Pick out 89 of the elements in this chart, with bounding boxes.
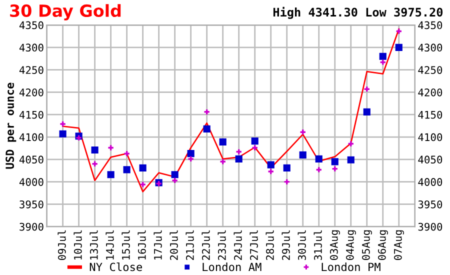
point [59,130,66,138]
legend-label: London PM [322,262,380,272]
x-tick-label: 30Jul [298,230,306,260]
y-tick-label: 3950 [20,200,44,208]
point [364,86,370,92]
x-tick-label: 17Jul [154,230,162,260]
point [76,135,82,141]
point [331,158,338,166]
point [124,150,130,156]
point [60,121,66,127]
y-tick-label: 3900 [20,222,44,231]
y2-tick-label: 4150 [418,110,442,119]
x-tick-label: 15Jul [122,230,130,260]
point [332,166,338,172]
x-tick-label: 07Aug [394,230,404,260]
y-tick-label: 4350 [19,21,44,30]
y2-tick-label: 3900 [418,222,442,231]
point [252,145,258,150]
point [187,150,194,158]
point [139,164,146,172]
point [363,108,370,116]
y2-tick-label: 4200 [418,88,442,96]
point [300,129,306,135]
point [299,151,306,158]
y2-tick-label: 4000 [418,178,442,186]
x-tick-label: 10Jul [74,230,82,260]
y2-tick-label: 4350 [418,21,442,30]
x-tick-label: 24Jul [234,230,242,260]
y-tick-label: 4200 [19,88,44,96]
x-tick-label: 22Jul [202,230,210,260]
x-tick-label: 09Jul [58,230,66,260]
x-tick-label: 23Jul [218,230,226,260]
y-tick-label: 4100 [19,133,44,142]
y-tick-label: 4300 [19,44,44,52]
x-tick-label: 13Jul [90,230,98,260]
point [283,164,290,172]
point [348,141,354,146]
x-tick-label: 04Aug [346,230,356,260]
y2-tick-label: 4250 [418,66,442,74]
chart-title: 30 Day Gold [10,4,121,20]
x-tick-label: 31Jul [314,230,322,260]
point [284,179,290,184]
x-tick-label: 03Aug [330,230,340,260]
x-tick-label: 27Jul [250,230,258,260]
point [172,178,178,184]
point [220,159,226,164]
point [268,168,274,174]
point [188,156,194,162]
x-tick-label: 20Jul [170,230,178,260]
point [395,44,402,51]
y2-tick-label: 4300 [418,44,442,52]
x-tick-label: 21Jul [186,230,194,260]
x-tick-label: 29Jul [282,230,290,260]
y-tick-label: 4050 [19,156,44,164]
point [171,171,178,178]
point [123,166,130,174]
point [235,155,242,162]
point [316,167,322,172]
text: High 4341.30 Low 3975.20 [273,6,443,19]
point [347,156,354,164]
point [108,145,114,150]
point [92,161,98,166]
y2-tick-label: 4050 [418,156,442,164]
point [396,28,402,34]
y-axis-title: USD per ounce [6,82,16,169]
point [107,171,114,178]
point [379,52,386,60]
y2-tick-label: 3950 [418,200,442,208]
point [140,182,146,188]
y-tick-label: 4150 [19,110,44,119]
x-tick-label: 14Jul [106,230,114,260]
point [203,125,210,132]
point [267,161,274,168]
point [204,109,210,115]
legend-label: NY Close [90,262,142,272]
point [315,155,322,162]
x-tick-label: 06Aug [378,230,388,260]
y2-tick-label: 4100 [418,133,442,142]
y-tick-label: 4250 [19,66,44,74]
point [219,138,226,146]
point [236,149,242,154]
point [380,60,386,65]
x-tick-label: 28Jul [266,230,274,260]
point [91,146,98,154]
x-tick-label: 05Aug [362,230,372,260]
legend-label: London AM [202,262,262,272]
point [251,138,258,145]
x-tick-label: 16Jul [138,230,146,260]
y-tick-label: 4000 [19,178,44,186]
